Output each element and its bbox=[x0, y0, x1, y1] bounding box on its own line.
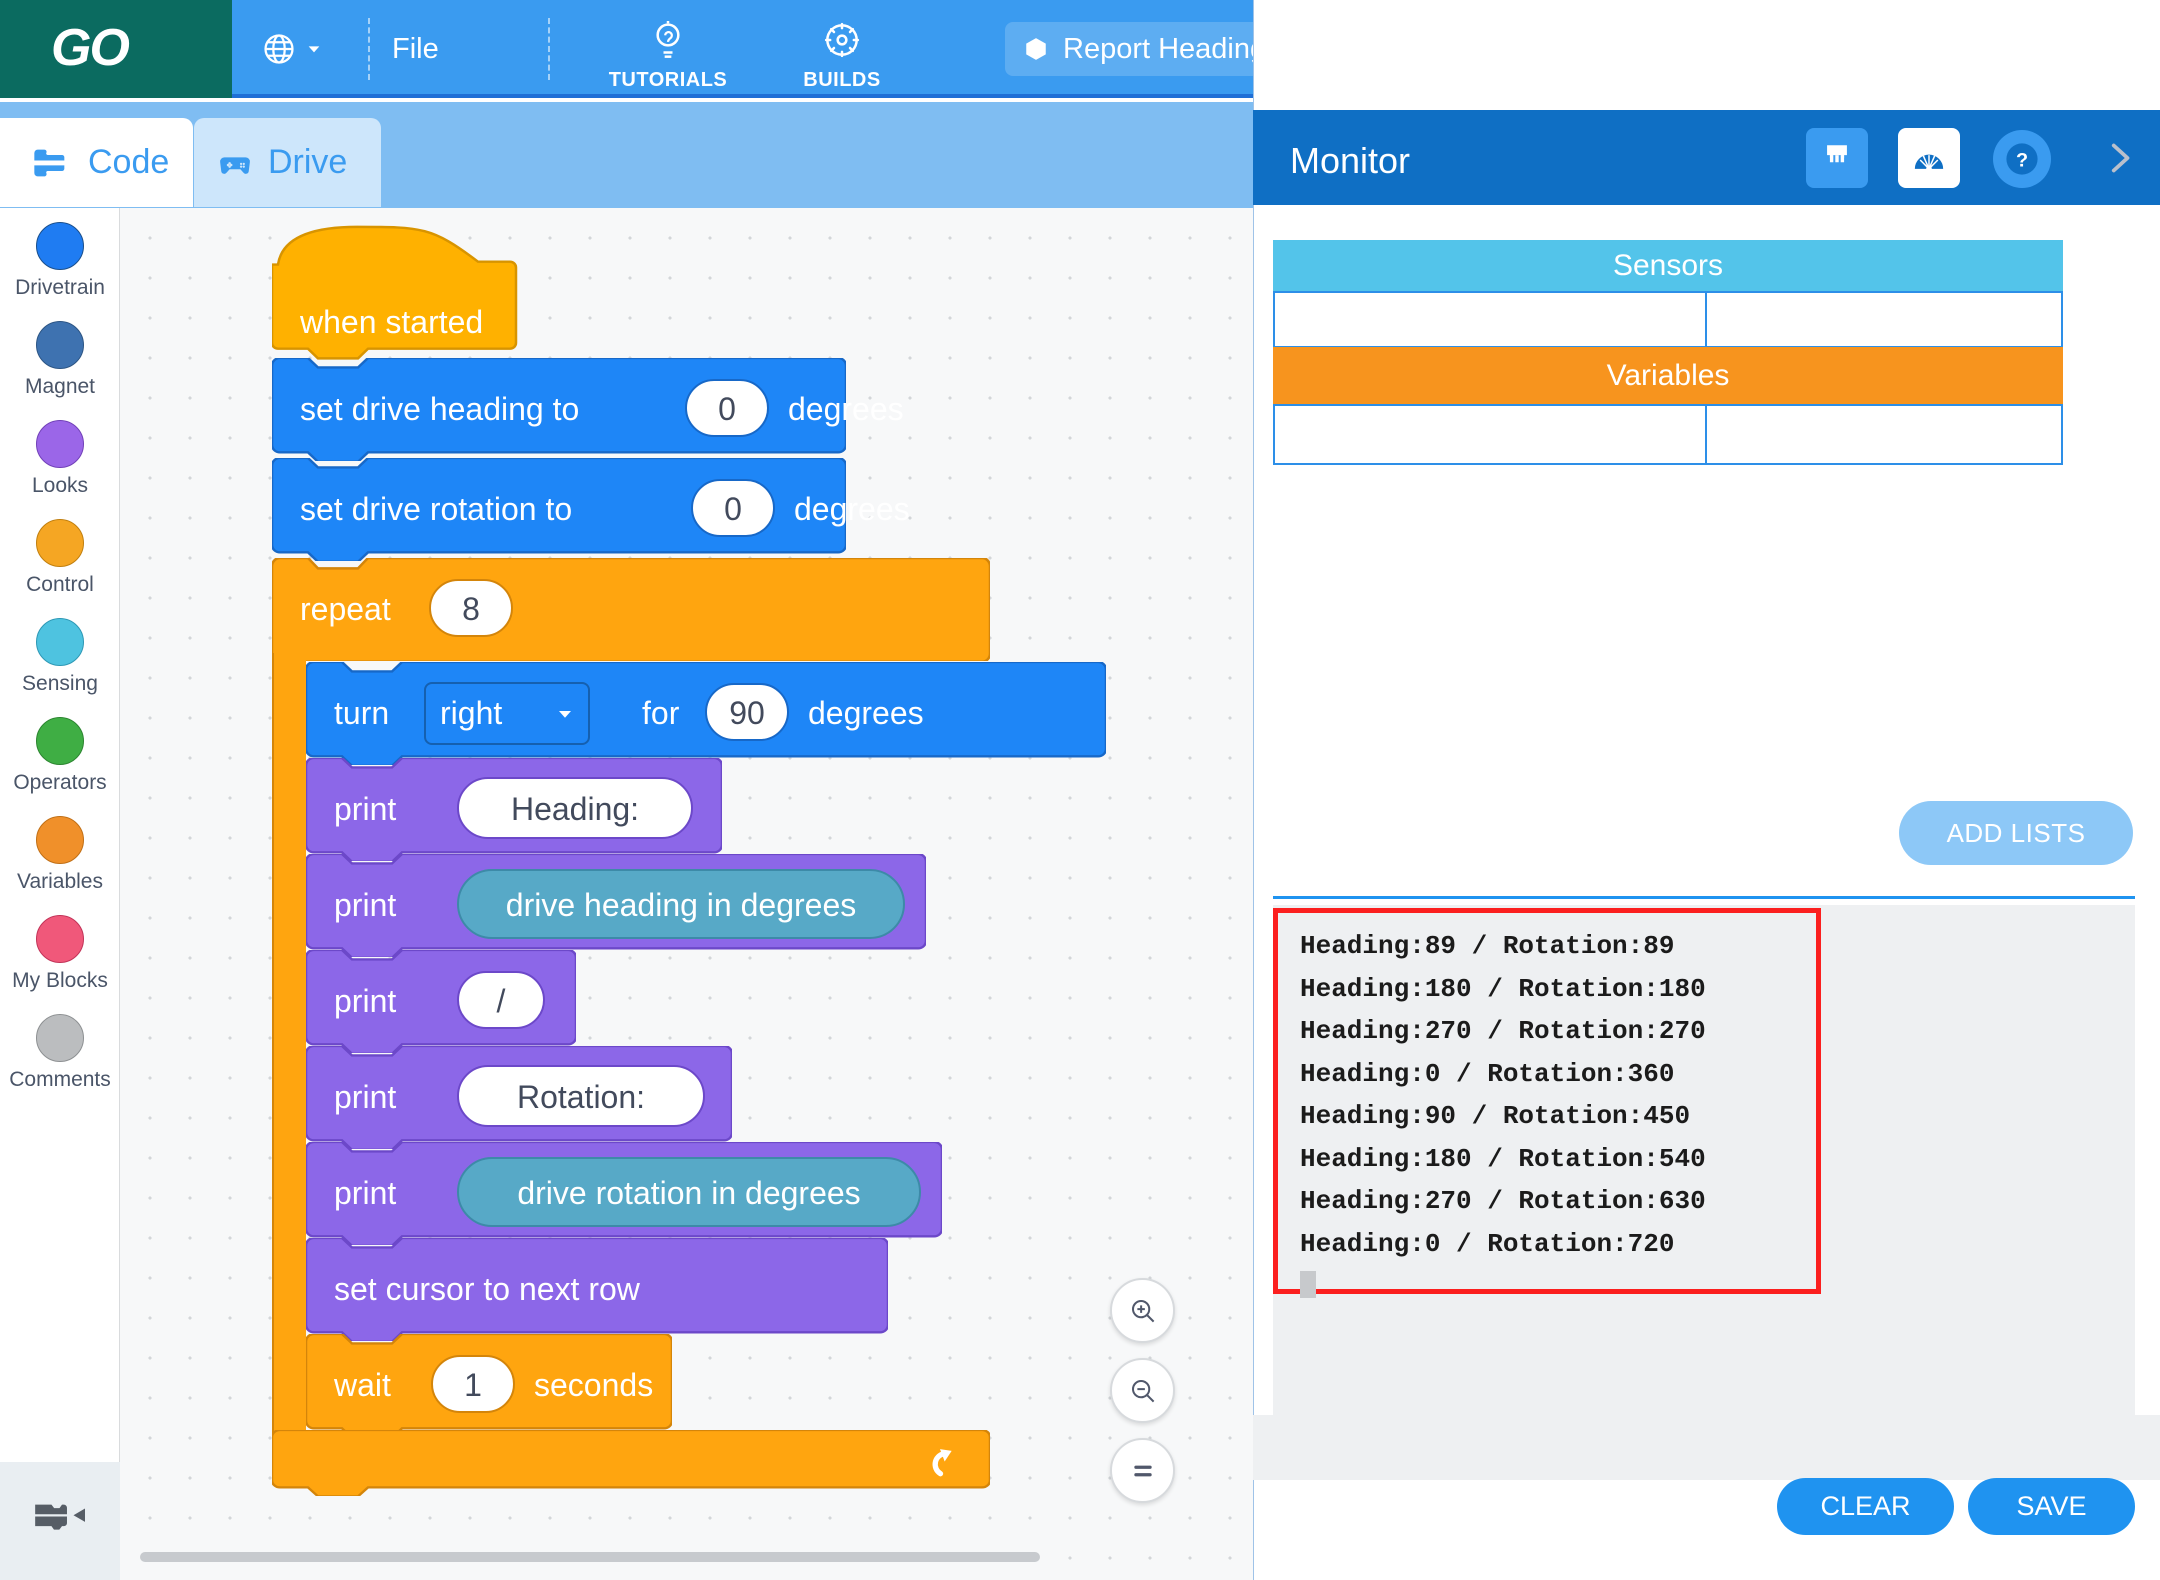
svg-text:?: ? bbox=[2016, 150, 2028, 172]
svg-text:GO: GO bbox=[51, 21, 129, 77]
